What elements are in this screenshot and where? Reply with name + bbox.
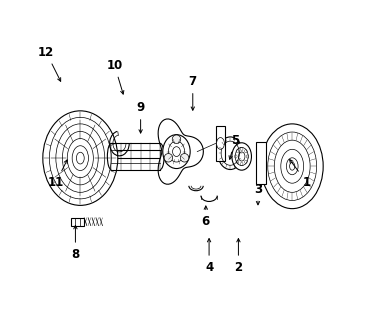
Text: 9: 9 (137, 101, 145, 133)
Text: 11: 11 (48, 160, 67, 189)
Text: 5: 5 (229, 134, 239, 159)
Ellipse shape (172, 135, 181, 143)
Ellipse shape (43, 111, 118, 205)
Polygon shape (158, 119, 203, 184)
Text: 7: 7 (189, 75, 197, 110)
Polygon shape (71, 218, 84, 226)
Ellipse shape (217, 138, 224, 149)
Text: 1: 1 (290, 159, 311, 189)
Ellipse shape (180, 154, 189, 162)
Text: 8: 8 (71, 226, 79, 261)
Text: 10: 10 (107, 59, 124, 94)
Ellipse shape (218, 137, 243, 170)
Ellipse shape (163, 135, 190, 169)
Polygon shape (256, 142, 266, 184)
Text: 2: 2 (234, 239, 243, 274)
Ellipse shape (164, 154, 173, 162)
Polygon shape (216, 126, 225, 161)
Ellipse shape (232, 143, 251, 170)
Text: 6: 6 (202, 206, 210, 228)
Ellipse shape (261, 124, 323, 209)
Text: 4: 4 (205, 239, 213, 274)
Text: 12: 12 (38, 46, 61, 81)
Text: 3: 3 (254, 183, 262, 205)
